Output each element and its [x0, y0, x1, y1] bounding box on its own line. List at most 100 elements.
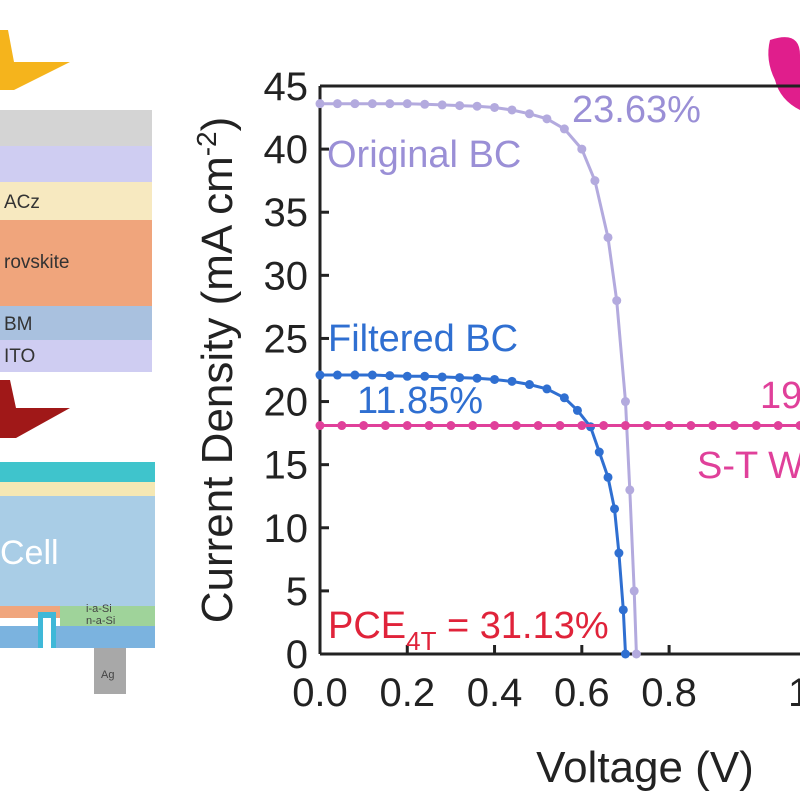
series-2-point-22 [795, 421, 800, 431]
series-1-point-14 [559, 393, 569, 403]
y-ticks: 0 5 10 15 20 25 30 35 40 45 [264, 65, 329, 677]
chart: 0 5 10 15 20 25 30 35 40 45 0.0 0.2 0.4 0.6 0.8 1 Curr… [191, 65, 800, 792]
series-2-point-5 [424, 421, 434, 431]
annotation-pce-4t: PCE4T = 31.13% [328, 605, 609, 656]
pce-4t-sub: 4T [406, 626, 436, 656]
bottom-cell-body [0, 496, 155, 606]
series-2-point-9 [511, 421, 521, 431]
y-tick-label-25: 25 [264, 317, 309, 361]
series-2-point-13 [599, 421, 609, 431]
device-layer-4 [0, 306, 152, 340]
series-1-point-21 [618, 605, 628, 615]
x-tick-label-0: 0.0 [292, 671, 348, 715]
series-2-point-8 [490, 421, 500, 431]
bottom-cell-lower-green [60, 606, 155, 626]
series-1-point-18 [603, 472, 613, 482]
series-0-point-14 [559, 124, 569, 134]
series-1-point-12 [524, 380, 534, 390]
series-1-point-2 [350, 370, 360, 380]
annotation-st-name: S-T W [697, 445, 800, 487]
series-1-point-4 [385, 371, 395, 381]
y-tick-label-5: 5 [286, 570, 308, 614]
series-2-point-16 [664, 421, 674, 431]
series-0-point-4 [385, 99, 395, 109]
annotation-filtered-bc-pce: 11.85% [357, 380, 483, 422]
bottom-cell-label: Cell [0, 534, 59, 572]
series-2-point-6 [446, 421, 456, 431]
series-0-point-11 [507, 105, 517, 115]
series-0-point-0 [315, 99, 325, 109]
y-tick-label-15: 15 [264, 444, 309, 488]
series-2-point-11 [555, 421, 565, 431]
series-0-point-19 [620, 397, 630, 407]
series-0-point-21 [629, 586, 639, 596]
series-1-point-1 [332, 370, 342, 380]
series-1-point-17 [594, 447, 604, 457]
device-layer-label-2: ACz [4, 192, 40, 213]
series-0-point-22 [631, 649, 641, 659]
series-2-point-15 [642, 421, 652, 431]
y-tick-label-10: 10 [264, 507, 309, 551]
series-0-point-16 [590, 176, 600, 186]
series-2-point-4 [402, 421, 412, 431]
y-tick-label-0: 0 [286, 633, 308, 677]
light-arrow-filtered [0, 380, 70, 438]
series-1-point-15 [572, 405, 582, 415]
x-axis-title: Voltage (V) [536, 743, 754, 792]
bottom-cell-label-n-a-si: n-a-Si [86, 615, 115, 627]
series-0-point-6 [420, 99, 430, 109]
series-2-point-0 [315, 421, 325, 431]
series-1-point-20 [614, 548, 624, 558]
series-0-point-18 [612, 296, 622, 306]
series-0-point-5 [402, 99, 412, 109]
x-tick-label-2: 0.4 [467, 671, 523, 715]
series-0-point-7 [437, 100, 447, 110]
bottom-cell-contact-slot-inner [43, 618, 51, 648]
device-layer-label-5: ITO [4, 346, 35, 367]
annotation-original-bc-pce: 23.63% [572, 89, 701, 131]
series-0-point-17 [603, 232, 613, 242]
series-2-point-7 [468, 421, 478, 431]
series-0-point-8 [455, 101, 465, 111]
x-tick-label-partial: 1 [788, 671, 800, 715]
device-layer-0 [0, 110, 152, 146]
series-2-point-12 [577, 421, 587, 431]
series-2-point-1 [337, 421, 347, 431]
series-0-point-10 [490, 102, 500, 112]
series-2-point-3 [380, 421, 390, 431]
y-axis-title: Current Density (mA cm-2) [191, 117, 242, 624]
device-layer-3 [0, 220, 152, 306]
series-0-point-1 [332, 99, 342, 109]
series-0-point-13 [542, 114, 552, 124]
series-1-point-3 [367, 370, 377, 380]
series-2-point-14 [620, 421, 630, 431]
pce-4t-main: PCE [328, 605, 406, 647]
device-layer-label-4: BM [4, 314, 33, 335]
series-0-point-12 [524, 109, 534, 119]
series-0-point-20 [625, 485, 635, 495]
annotation-filtered-bc: Filtered BC [328, 318, 518, 360]
x-tick-label-3: 0.6 [554, 671, 610, 715]
series-1-point-0 [315, 370, 325, 380]
series-0-point-2 [350, 99, 360, 109]
y-tick-label-20: 20 [264, 381, 309, 425]
pce-4t-value: = 31.13% [436, 605, 608, 647]
y-tick-label-40: 40 [264, 128, 309, 172]
y-axis-title-end: ) [193, 117, 242, 132]
series-1-point-9 [472, 373, 482, 383]
y-tick-label-30: 30 [264, 254, 309, 298]
series-0-point-9 [472, 101, 482, 111]
series-0-point-3 [367, 99, 377, 109]
bottom-cell-stripe [0, 482, 155, 496]
bottom-cell-top-layer [0, 462, 155, 482]
x-tick-label-4: 0.8 [641, 671, 697, 715]
device-schematic: ACz rovskite BM ITO Cell i-a-Si n-a-Si A… [0, 30, 155, 694]
y-tick-label-45: 45 [264, 65, 309, 109]
bottom-cell-base [0, 626, 155, 648]
x-ticks: 0.0 0.2 0.4 0.6 0.8 1 [292, 645, 800, 715]
series-1-point-10 [490, 374, 500, 384]
series-2-point-2 [359, 421, 369, 431]
annotation-original-bc: Original BC [327, 134, 521, 176]
series-1-point-19 [610, 504, 620, 514]
